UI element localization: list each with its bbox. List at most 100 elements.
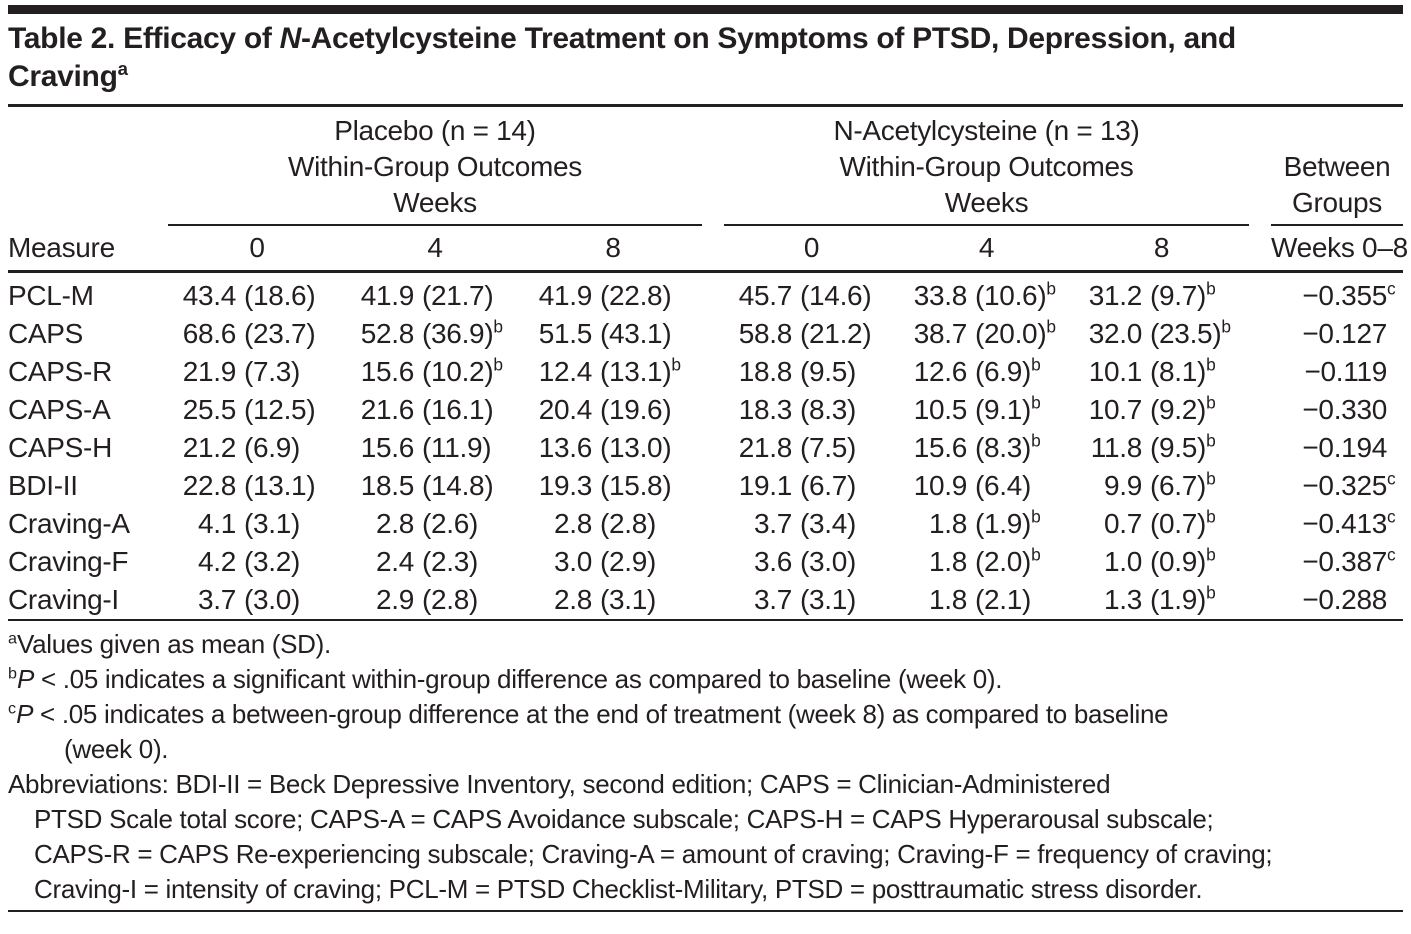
sd-value: (20.0) [975,318,1047,349]
value-cell: 20.4 (19.6) [524,391,702,429]
footnote-marker: b [8,664,17,683]
value-cell: 15.6 (8.3)b [899,429,1074,467]
sd-value: (9.5) [1150,432,1207,463]
footnote-line: bP < .05 indicates a significant within-… [8,664,1003,694]
footnote-line: CAPS-R = CAPS Re-experiencing subscale; … [34,839,1273,869]
mean-value: 41.9 [538,280,593,311]
significance-marker: b [1206,354,1216,375]
sd-value: (36.9) [422,318,494,349]
between-value-cell: −0.325c [1271,467,1403,505]
significance-marker: b [1206,544,1216,565]
value-cell: 32.0 (23.5)b [1074,315,1249,353]
mean-value: 13.6 [538,432,593,463]
mean-value: 19.1 [738,470,793,501]
mean-value: 2.4 [375,546,414,577]
mean-value: 3.7 [197,584,236,615]
title-line: Cravinga [8,58,128,93]
effect-size-value: −0.194 [1302,432,1387,463]
value-cell: 25.5 (12.5) [168,391,346,429]
value-cell: 1.8 (2.0)b [899,543,1074,581]
mean-value: 2.8 [553,508,592,539]
week-col-header: 8 [605,232,621,263]
sd-value: (2.0) [975,546,1032,577]
title-rule [8,104,1403,107]
measure-label: Craving-F [8,546,129,577]
significance-marker: b [1031,430,1041,451]
significance-marker: c [1387,544,1396,565]
measure-label: BDI-II [8,470,78,501]
sd-value: (3.1) [800,584,857,615]
value-cell: 2.8 (2.8) [524,505,702,543]
value-cell: 51.5 (43.1) [524,315,702,353]
mean-value: 12.4 [538,356,593,387]
value-cell: 2.8 (2.6) [346,505,524,543]
value-cell: 22.8 (13.1) [168,467,346,505]
significance-marker: b [493,354,504,375]
measure-label: Craving-I [8,584,119,615]
mean-value: 2.8 [553,584,592,615]
table-row: BDI-II 22.8 (13.1) 18.5 (14.8) 19.3 (15.8) 19.1… [8,467,1403,505]
between-label-line2: Groups [1291,187,1383,218]
effect-size-value: −0.288 [1302,584,1387,615]
sd-value: (7.3) [244,356,301,387]
value-cell: 31.2 (9.7)b [1074,277,1249,315]
effect-size-value: −0.119 [1304,356,1387,387]
group-title: Placebo (n = 14) [334,115,536,146]
value-cell: 10.5 (9.1)b [899,391,1074,429]
significance-marker: b [1031,354,1041,375]
value-cell: 18.3 (8.3) [724,391,899,429]
value-cell: 21.2 (6.9) [168,429,346,467]
value-cell: 11.8 (9.5)b [1074,429,1249,467]
sd-value: (3.4) [800,508,857,539]
value-cell: 3.7 (3.1) [724,581,899,619]
value-cell: 9.9 (6.7)b [1074,467,1249,505]
sd-value: (16.1) [422,394,494,425]
table-row: Craving-I 3.7 (3.0) 2.9 (2.8) 2.8 (3.1) 3.7 (3.1… [8,581,1403,619]
value-cell: 3.6 (3.0) [724,543,899,581]
significance-marker: b [1031,392,1041,413]
effect-size-value: −0.387 [1302,546,1387,577]
mean-value: 25.5 [182,394,237,425]
value-cell: 12.6 (6.9)b [899,353,1074,391]
group-header-nac: N-Acetylcysteine (n = 13) Within-Group O… [724,113,1249,270]
mean-value: 4.1 [197,508,236,539]
mean-value: 32.0 [1088,318,1143,349]
sd-value: (9.7) [1150,280,1207,311]
bottom-rule [8,910,1403,912]
value-cell: 18.8 (9.5) [724,353,899,391]
value-cell: 33.8 (10.6)b [899,277,1074,315]
sd-value: (3.1) [600,584,657,615]
sd-value: (2.3) [422,546,479,577]
mean-value: 18.8 [738,356,793,387]
significance-marker: b [493,316,504,337]
footnote-line: Craving-I = intensity of craving; PCL-M … [34,874,1203,904]
sd-value: (6.9) [975,356,1032,387]
mean-value: 52.8 [360,318,415,349]
sd-value: (11.9) [422,432,492,463]
value-cell: 10.7 (9.2)b [1074,391,1249,429]
sd-value: (2.9) [600,546,657,577]
sd-value: (14.8) [422,470,494,501]
mean-value: 3.7 [753,508,792,539]
sd-value: (13.1) [600,356,672,387]
mean-value: 4.2 [197,546,236,577]
sd-value: (43.1) [600,318,672,349]
journal-table-figure: Table 2. Efficacy of N-Acetylcysteine Tr… [0,5,1411,912]
significance-marker: b [1221,316,1232,337]
mean-value: 19.3 [538,470,593,501]
significance-marker: b [671,354,682,375]
week-col-header: 0 [249,232,265,263]
value-cell: 19.3 (15.8) [524,467,702,505]
footnote-line: cP < .05 indicates a between-group diffe… [8,699,1169,729]
mean-value: 68.6 [182,318,237,349]
body-bottom-rule [8,619,1403,621]
sd-value: (8.1) [1150,356,1207,387]
significance-marker: b [1206,506,1216,527]
table-row: Craving-F 4.2 (3.2) 2.4 (2.3) 3.0 (2.9) 3.6 (3.0… [8,543,1403,581]
table-row: CAPS-R 21.9 (7.3) 15.6 (10.2)b 12.4 (13.1)b 18.… [8,353,1403,391]
weeks-label: Weeks [393,187,477,218]
value-cell: 21.6 (16.1) [346,391,524,429]
group-title: N-Acetylcysteine (n = 13) [833,115,1140,146]
value-cell: 3.0 (2.9) [524,543,702,581]
effect-size-value: −0.355 [1302,280,1387,311]
